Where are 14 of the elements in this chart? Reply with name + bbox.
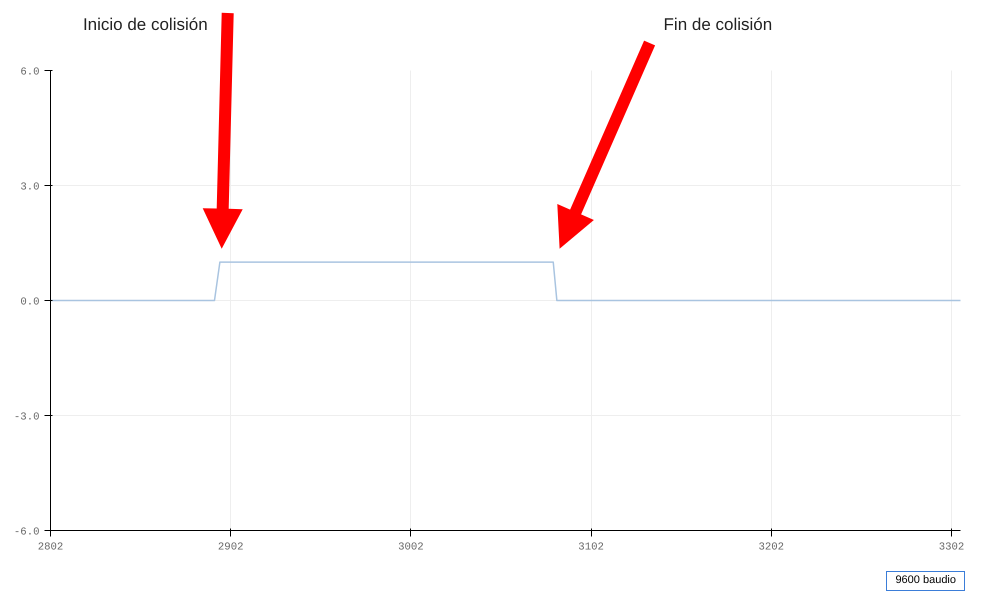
y-tick-label: 0.0 bbox=[20, 296, 40, 308]
x-tick-label: 2802 bbox=[38, 542, 64, 554]
x-tick-label: 3302 bbox=[938, 542, 964, 554]
x-tick-label: 3102 bbox=[578, 542, 604, 554]
x-tick-label: 3002 bbox=[398, 542, 424, 554]
y-tick-label: 3.0 bbox=[20, 182, 40, 194]
x-tick-label: 3202 bbox=[758, 542, 784, 554]
text: Fin de colisión bbox=[664, 14, 774, 36]
y-tick-label: -6.0 bbox=[14, 526, 40, 538]
text: 9600 baudio bbox=[886, 571, 965, 591]
x-tick-label: 2902 bbox=[218, 542, 244, 554]
y-tick-label: -3.0 bbox=[14, 412, 40, 424]
y-tick-label: 6.0 bbox=[20, 66, 40, 78]
text: Inicio de colisión bbox=[82, 14, 208, 36]
